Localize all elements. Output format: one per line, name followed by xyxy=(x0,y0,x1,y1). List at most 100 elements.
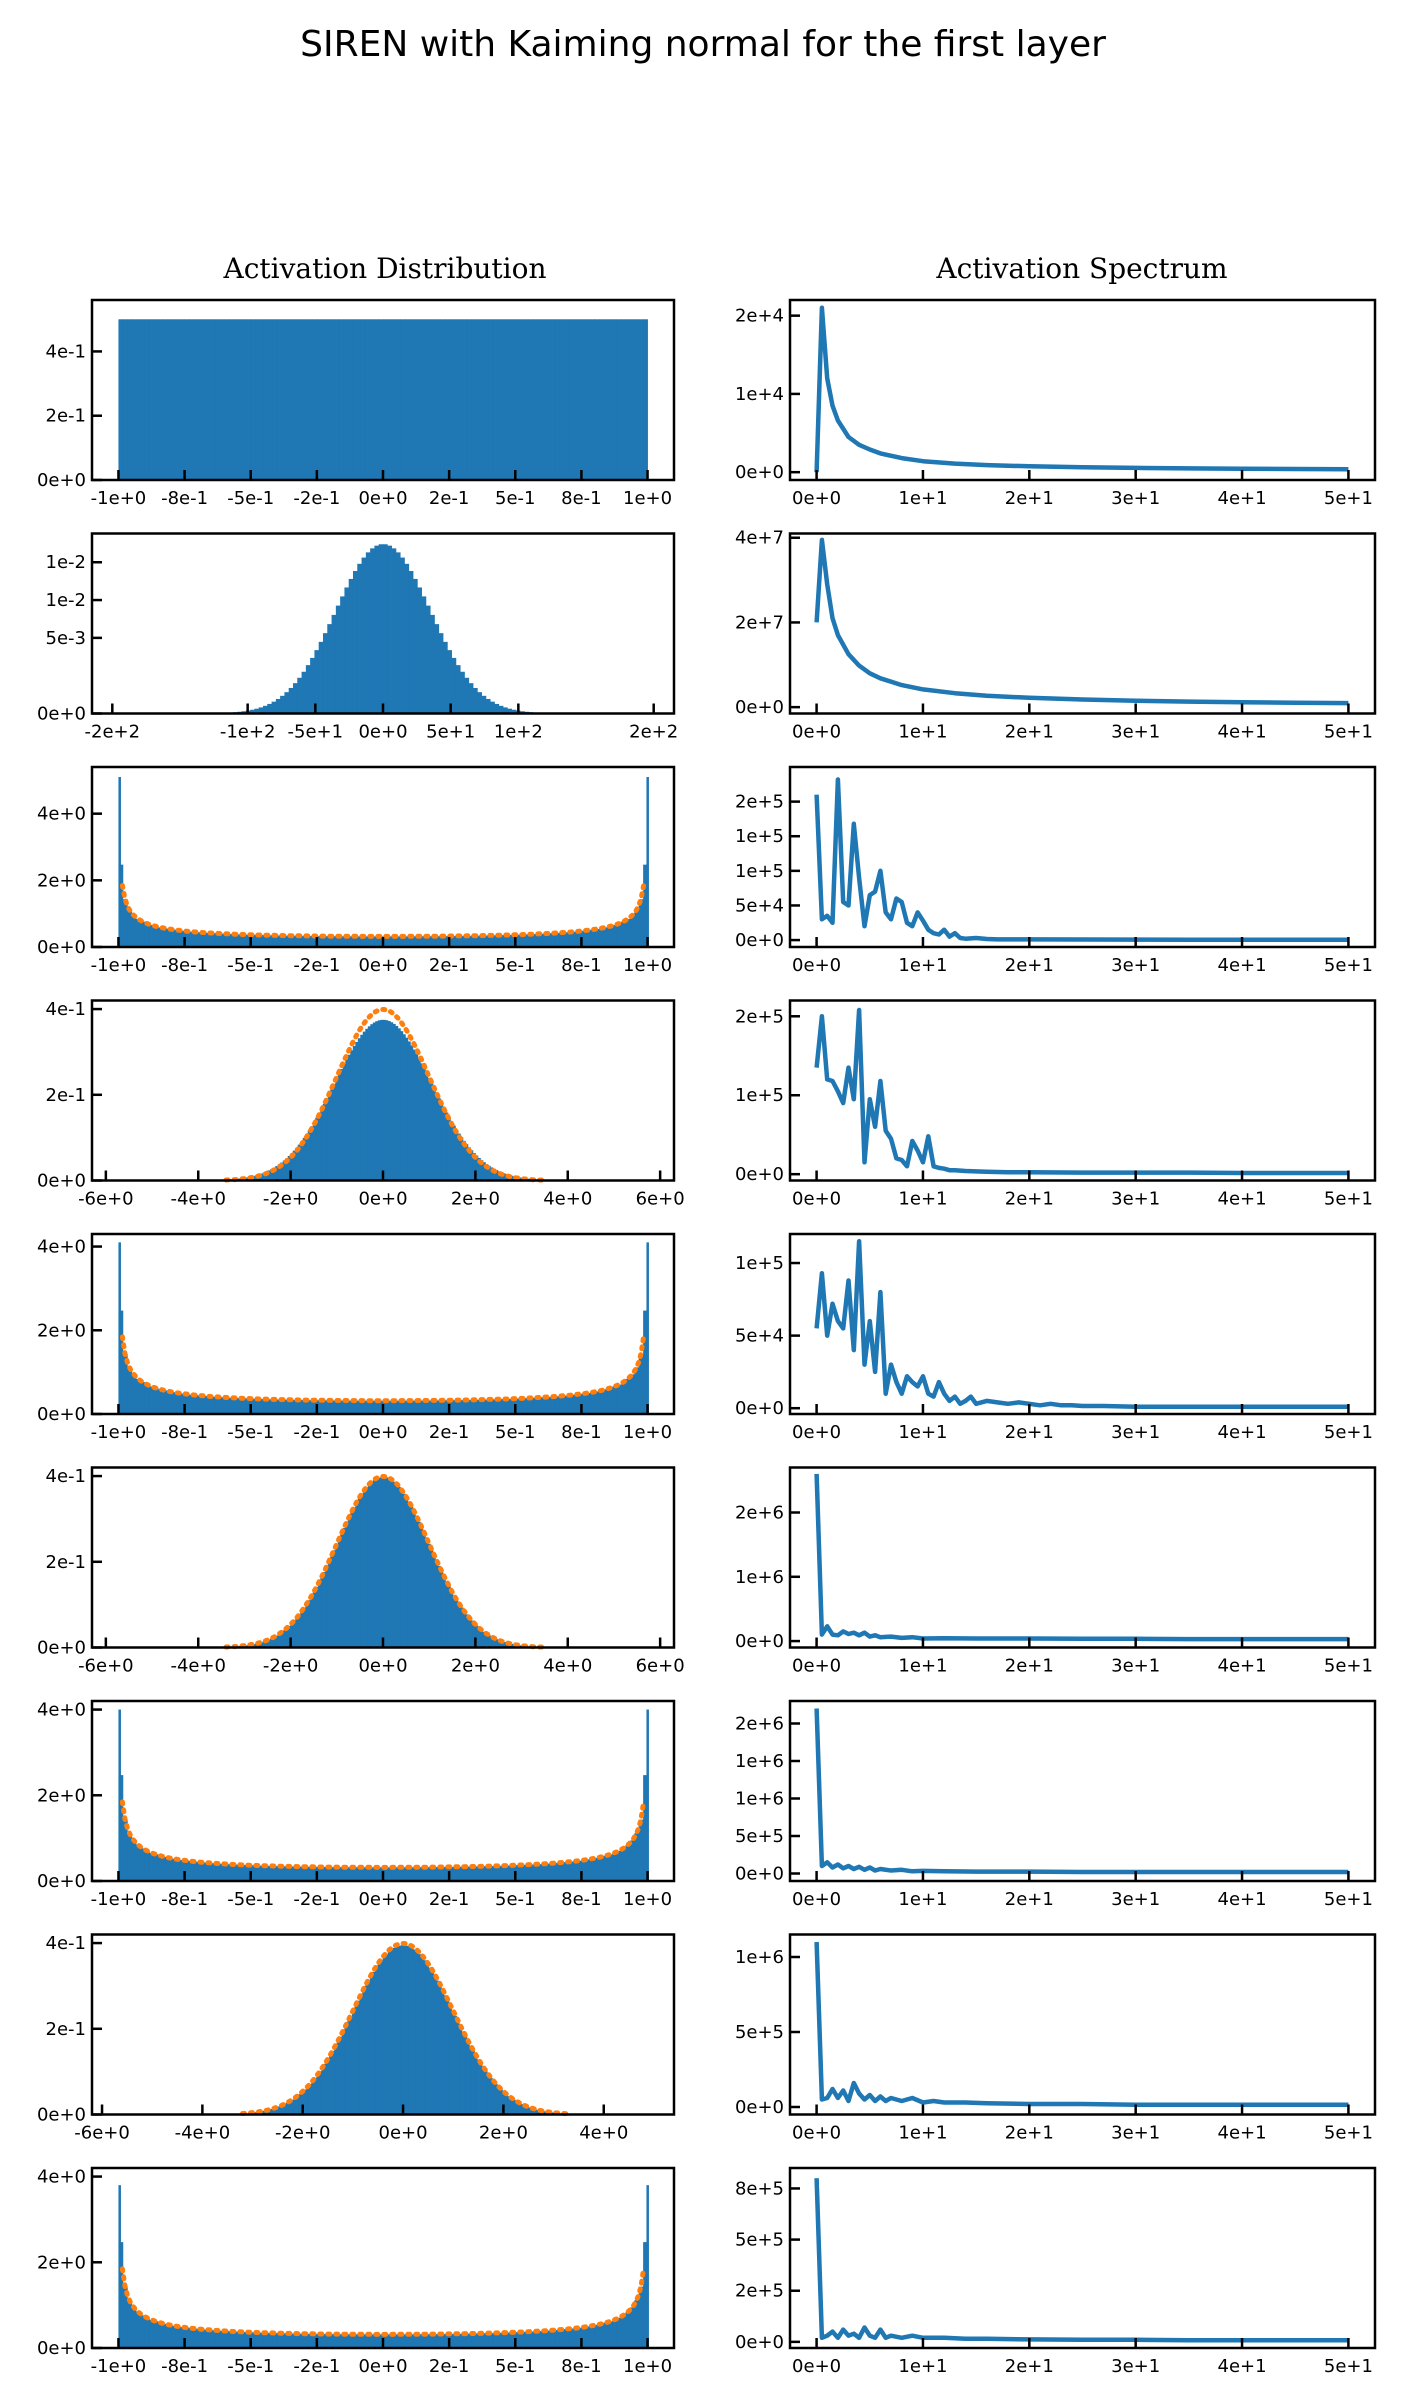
hist-bar-r7-107 xyxy=(525,2106,529,2115)
hist-bar-r3-69 xyxy=(407,1041,411,1181)
hist-bar-r7-95 xyxy=(494,2084,498,2115)
hist-bar-r4-34 xyxy=(268,1399,274,1414)
hist-bar-r3-26 xyxy=(300,1141,304,1181)
x-tick-label-dist-r5-6: 6e+0 xyxy=(636,1656,685,1677)
hist-bar-r0-28 xyxy=(241,319,247,480)
hist-bar-r5-22 xyxy=(290,1623,294,1648)
hist-bar-r6-88 xyxy=(506,1865,512,1881)
hist-bar-r4-93 xyxy=(528,1397,534,1414)
hist-bar-r6-60 xyxy=(383,1867,388,1881)
hist-bar-r4-53 xyxy=(352,1400,357,1414)
hist-bar-r6-119 xyxy=(643,1775,648,1881)
y-tick-label-dist-r0-2: 4e-1 xyxy=(46,341,86,362)
hist-bar-r8-90 xyxy=(515,2332,521,2348)
x-tick-label-dist-r1-0: -2e+2 xyxy=(85,722,141,743)
hist-bar-r8-96 xyxy=(541,2330,547,2348)
hist-bar-r1-88 xyxy=(503,707,508,714)
hist-bar-r1-85 xyxy=(490,701,495,714)
hist-bar-r4-51 xyxy=(343,1400,349,1414)
hist-bar-r0-51 xyxy=(343,319,349,480)
hist-bar-r2-68 xyxy=(418,936,424,947)
hist-bar-r3-16 xyxy=(275,1166,279,1181)
hist-bar-r3-25 xyxy=(297,1144,301,1181)
hist-bar-r1-76 xyxy=(451,657,457,714)
y-tick-label-spec-r6-0: 0e+0 xyxy=(735,1864,784,1885)
hist-bar-r0-67 xyxy=(413,319,419,480)
hist-bar-r1-53 xyxy=(352,570,358,714)
hist-bar-r8-62 xyxy=(391,2334,397,2348)
hist-bar-r6-91 xyxy=(519,1864,525,1881)
hist-bar-r8-11 xyxy=(166,2324,172,2348)
hist-bar-r8-106 xyxy=(585,2326,591,2348)
hist-bar-r3-93 xyxy=(467,1147,471,1181)
hist-bar-r3-102 xyxy=(490,1167,494,1181)
x-tick-label-dist-r8-0: -1e+0 xyxy=(91,2356,147,2377)
y-tick-label-spec-r8-3: 8e+5 xyxy=(735,2178,784,2199)
hist-bar-r0-87 xyxy=(502,319,507,480)
hist-bar-r3-107 xyxy=(502,1173,506,1181)
hist-bar-r7-42 xyxy=(359,1995,363,2115)
hist-bar-r6-54 xyxy=(356,1867,362,1881)
x-tick-label-spec-r5-3: 3e+1 xyxy=(1111,1656,1160,1677)
y-tick-label-spec-r6-3: 1e+6 xyxy=(735,1751,784,1772)
hist-bar-r1-87 xyxy=(498,705,504,714)
hist-bar-r0-93 xyxy=(528,319,534,480)
hist-bar-r6-41 xyxy=(299,1866,305,1881)
hist-bar-r5-26 xyxy=(300,1611,304,1648)
x-tick-label-dist-r6-0: -1e+0 xyxy=(91,1889,147,1910)
hist-bar-r8-8 xyxy=(153,2321,159,2348)
x-tick-label-dist-r7-3: 0e+0 xyxy=(379,2123,428,2144)
hist-bar-r2-70 xyxy=(427,936,432,947)
y-tick-label-dist-r1-2: 1e-2 xyxy=(46,590,86,611)
hist-bar-r0-90 xyxy=(515,319,521,480)
hist-bar-r3-67 xyxy=(402,1034,406,1181)
y-tick-label-spec-r3-1: 1e+5 xyxy=(735,1085,784,1106)
hist-bar-r0-56 xyxy=(365,319,371,480)
hist-bar-r7-98 xyxy=(502,2091,506,2115)
hist-bar-r6-79 xyxy=(466,1866,472,1881)
hist-bar-r0-76 xyxy=(453,319,459,480)
hist-bar-r3-88 xyxy=(455,1129,459,1181)
hist-bar-r6-37 xyxy=(281,1866,287,1881)
x-tick-label-spec-r0-2: 2e+1 xyxy=(1005,488,1054,509)
hist-bar-r5-28 xyxy=(305,1604,309,1648)
hist-bar-r6-103 xyxy=(572,1861,578,1881)
hist-bar-r2-21 xyxy=(211,933,216,947)
axes-frame-spec-r4 xyxy=(788,1232,1377,1416)
hist-bar-r4-80 xyxy=(471,1399,476,1414)
hist-bar-r0-92 xyxy=(524,319,529,480)
x-tick-label-spec-r4-4: 4e+1 xyxy=(1218,1422,1267,1443)
x-tick-label-dist-r0-0: -1e+0 xyxy=(91,488,147,509)
axes-frame-spec-r3 xyxy=(788,999,1377,1182)
hist-bar-r2-28 xyxy=(241,934,247,947)
hist-bar-r1-79 xyxy=(464,677,470,714)
hist-bar-r2-116 xyxy=(629,915,635,947)
hist-bar-r4-88 xyxy=(506,1398,512,1414)
hist-bar-r0-23 xyxy=(219,319,225,480)
hist-bar-r0-59 xyxy=(378,319,384,480)
hist-bar-r5-12 xyxy=(265,1640,269,1648)
hist-bar-r2-81 xyxy=(475,935,481,947)
hist-bar-r0-113 xyxy=(616,319,622,480)
hist-bar-r3-35 xyxy=(322,1103,326,1181)
distribution-panel-row-3: -6e+0 -4e+0 -2e+0 0e+0 2e+0 4e+0 6e+0 0e+0 2e-1 4… xyxy=(37,999,685,1209)
hist-bar-r0-58 xyxy=(374,319,379,480)
hist-bar-r0-4 xyxy=(136,319,141,480)
hist-bar-r6-74 xyxy=(444,1866,450,1881)
axes-frame-spec-r2 xyxy=(788,765,1377,949)
x-tick-label-spec-r3-2: 2e+1 xyxy=(1005,1189,1054,1210)
hist-bar-r6-102 xyxy=(568,1861,573,1881)
hist-bar-r4-111 xyxy=(607,1388,613,1414)
hist-bar-r7-22 xyxy=(308,2084,312,2115)
x-tick-label-spec-r3-3: 3e+1 xyxy=(1111,1189,1160,1210)
hist-bar-r0-102 xyxy=(568,319,573,480)
hist-bar-r2-67 xyxy=(413,936,419,947)
hist-bar-r1-70 xyxy=(425,605,431,714)
column-title-spectrum: Activation Spectrum xyxy=(935,252,1227,285)
hist-bar-r4-36 xyxy=(277,1399,282,1414)
hist-bar-r7-102 xyxy=(512,2099,516,2115)
hist-bar-r7-101 xyxy=(510,2098,514,2115)
x-tick-label-dist-r8-5: 2e-1 xyxy=(429,2356,469,2377)
hist-bar-r3-28 xyxy=(305,1134,309,1181)
hist-bar-r2-24 xyxy=(224,933,230,947)
